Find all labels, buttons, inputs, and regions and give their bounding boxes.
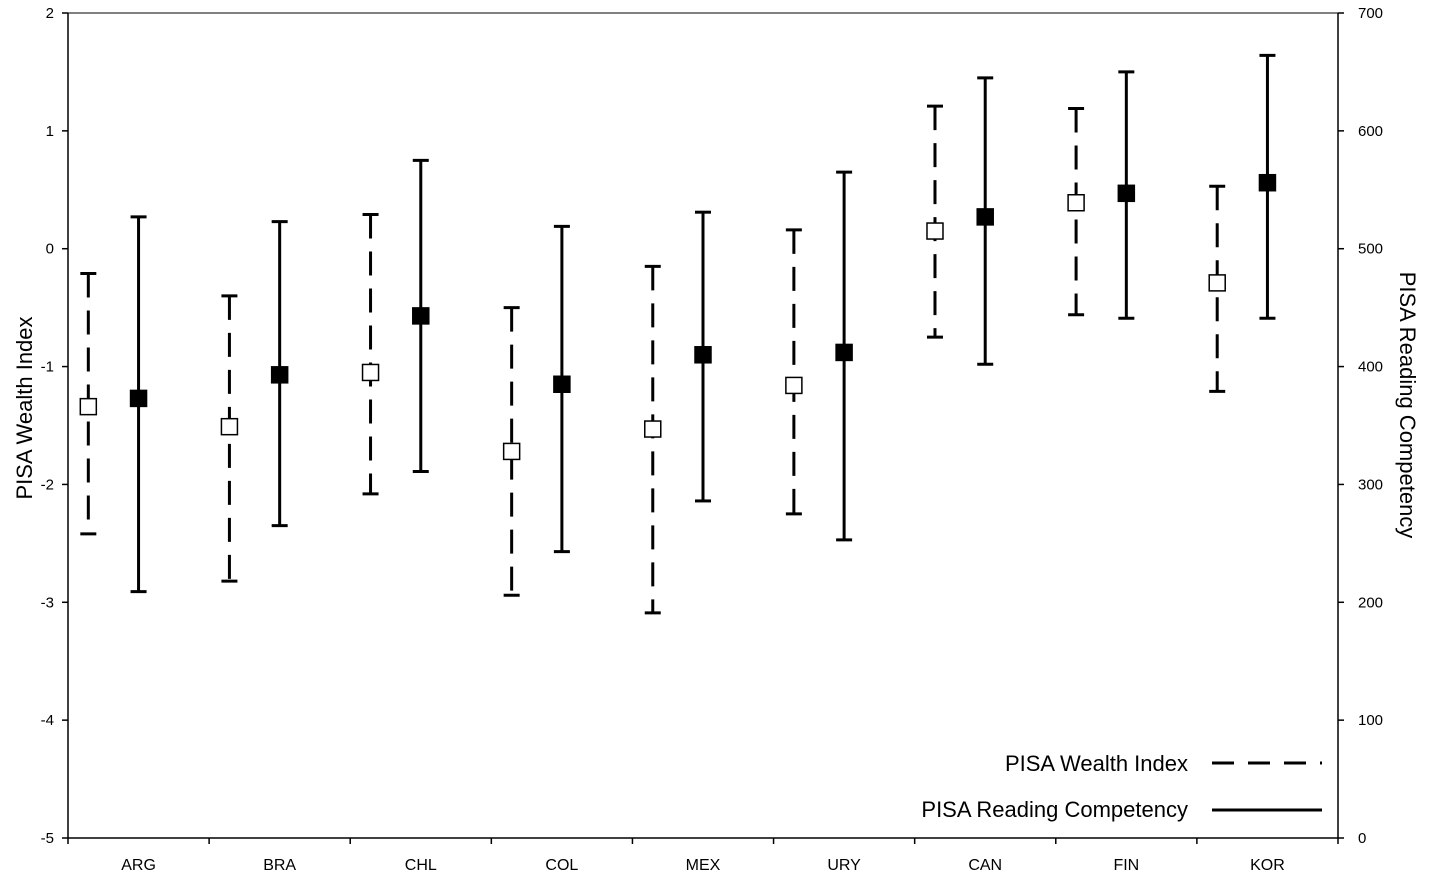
legend-label-reading: PISA Reading Competency — [921, 797, 1188, 822]
category-label-chl: CHL — [405, 857, 437, 874]
mean-marker-chl — [412, 307, 430, 325]
mean-marker-kor — [1258, 173, 1277, 192]
legend: PISA Wealth Index PISA Reading Competenc… — [921, 751, 1322, 822]
mean-marker-mex — [644, 420, 662, 438]
mean-marker-bra — [220, 417, 239, 436]
mean-marker-col — [553, 375, 571, 393]
category-label-ury: URY — [827, 857, 861, 874]
series-wealth-index — [79, 104, 1226, 615]
right-axis-ticks: 700 600 500 400 300 200 100 0 — [1338, 5, 1383, 847]
mean-marker-arg — [79, 397, 98, 416]
left-tick-label: -5 — [41, 830, 54, 847]
right-tick-label: 400 — [1358, 359, 1383, 376]
category-label-bra: BRA — [263, 857, 296, 874]
right-tick-label: 100 — [1358, 712, 1383, 729]
left-axis-ticks: 2 1 0 -1 -2 -3 -4 -5 — [41, 5, 68, 847]
category-label-mex: MEX — [686, 857, 721, 874]
category-label-col: COL — [545, 857, 578, 874]
left-axis-title: PISA Wealth Index — [12, 316, 37, 499]
left-tick-label: 0 — [46, 241, 54, 258]
mean-marker-ury — [785, 376, 803, 395]
series-layer — [79, 53, 1277, 615]
mean-marker-fin — [1117, 184, 1136, 203]
left-tick-label: -2 — [41, 476, 54, 493]
series-reading-competency — [129, 53, 1277, 594]
plot-frame — [67, 12, 1339, 839]
left-tick-label: 1 — [46, 123, 54, 140]
right-tick-label: 300 — [1358, 476, 1383, 493]
category-label-arg: ARG — [121, 857, 156, 874]
category-label-can: CAN — [968, 857, 1002, 874]
right-tick-label: 0 — [1358, 830, 1366, 847]
category-axis: ARG BRA CHL COL MEX URY CAN FIN KOR — [67, 838, 1339, 874]
mean-marker-kor — [1208, 274, 1226, 292]
left-tick-label: -3 — [41, 594, 54, 611]
right-tick-label: 600 — [1358, 123, 1383, 140]
left-tick-label: 2 — [46, 5, 54, 22]
mean-marker-fin — [1067, 194, 1085, 212]
left-tick-label: -4 — [41, 712, 54, 729]
mean-marker-can — [926, 222, 944, 240]
mean-marker-mex — [694, 346, 712, 364]
mean-marker-bra — [270, 366, 289, 384]
mean-marker-col — [502, 442, 521, 461]
mean-marker-can — [976, 208, 994, 226]
mean-marker-chl — [361, 363, 380, 382]
legend-label-wealth: PISA Wealth Index — [1005, 751, 1188, 776]
right-tick-label: 500 — [1358, 241, 1383, 258]
mean-marker-arg — [129, 389, 148, 408]
right-tick-label: 200 — [1358, 594, 1383, 611]
mean-marker-ury — [835, 343, 853, 362]
category-label-kor: KOR — [1250, 857, 1285, 874]
right-tick-label: 700 — [1358, 5, 1383, 22]
category-label-fin: FIN — [1113, 857, 1139, 874]
left-tick-label: -1 — [41, 359, 54, 376]
right-axis-title: PISA Reading Competency — [1395, 272, 1420, 539]
